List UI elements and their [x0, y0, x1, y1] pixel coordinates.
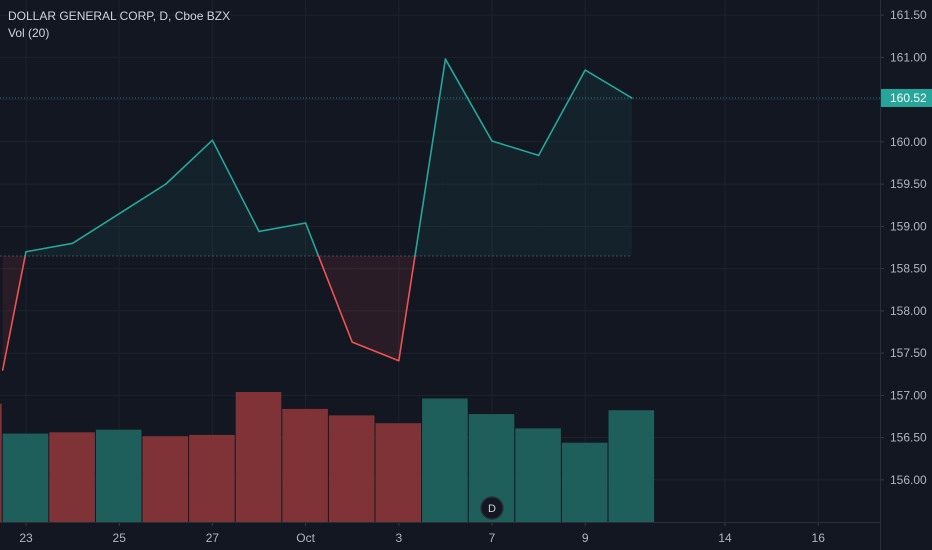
event-marker-circle — [480, 496, 504, 520]
price-tick-label: 161.00 — [890, 50, 927, 64]
volume-bar — [0, 403, 2, 522]
area-fill-up — [26, 243, 73, 256]
area-fill-up — [538, 70, 586, 256]
volume-bar — [328, 415, 375, 522]
last-price-label: 160.52 — [890, 91, 927, 105]
time-tick-label: 3 — [395, 531, 402, 545]
last-price-badge — [881, 88, 932, 107]
volume-bar — [608, 410, 655, 522]
volume-bar — [422, 398, 468, 522]
price-tick-label: 156.00 — [890, 473, 927, 487]
grid-lines — [0, 0, 880, 522]
price-tick-label: 160.00 — [890, 135, 927, 149]
baseline-area — [0, 59, 632, 371]
volume-bar — [95, 429, 142, 522]
price-segment-up — [71, 212, 120, 245]
price-segment-up — [491, 140, 540, 157]
price-segment-up — [414, 58, 447, 257]
price-tick-label: 159.00 — [890, 219, 927, 233]
price-segment-up — [304, 222, 320, 257]
volume-bars — [0, 392, 655, 522]
time-tick-label: 16 — [812, 531, 826, 545]
volume-indicator-label[interactable]: Vol (20) — [8, 26, 50, 40]
time-tick-label: 25 — [113, 531, 127, 545]
price-segment-down — [351, 341, 400, 362]
price-line — [1, 58, 633, 371]
price-tick-label: 161.50 — [890, 8, 927, 22]
area-fill-up — [72, 213, 120, 256]
price-segment-down — [317, 255, 354, 343]
area-fill-up — [259, 223, 306, 256]
volume-bar — [142, 436, 189, 522]
price-tick-label: 157.50 — [890, 346, 927, 360]
price-segment-down — [1, 255, 26, 371]
area-fill-down — [2, 255, 26, 371]
price-tick-label: 156.50 — [890, 431, 927, 445]
price-segment-down — [397, 255, 416, 362]
price-tick-label: 158.50 — [890, 262, 927, 276]
price-segment-up — [584, 69, 633, 99]
volume-bar — [515, 428, 561, 522]
price-tick-label: 158.00 — [890, 304, 927, 318]
volume-bar — [282, 408, 328, 522]
price-segment-up — [211, 139, 260, 233]
volume-bar — [235, 392, 282, 522]
time-tick-label: 7 — [489, 531, 496, 545]
time-tick-label: 27 — [206, 531, 220, 545]
volume-bar — [561, 442, 608, 522]
time-tick-label: 9 — [582, 531, 589, 545]
area-fill-up — [445, 59, 492, 256]
area-fill-down — [352, 255, 399, 361]
price-tick-label: 159.50 — [890, 177, 927, 191]
area-fill-up — [212, 140, 259, 256]
time-tick-label: Oct — [296, 531, 315, 545]
volume-bar — [189, 434, 235, 522]
symbol-title[interactable]: DOLLAR GENERAL CORP, D, Cboe BZX — [8, 9, 231, 23]
area-fill-up — [492, 141, 539, 256]
price-segment-up — [25, 242, 74, 253]
time-tick-label: 23 — [19, 531, 33, 545]
price-segment-up — [537, 69, 587, 157]
event-marker-dividend[interactable]: D — [480, 496, 504, 520]
chart-legend: DOLLAR GENERAL CORP, D, Cboe BZX Vol (20… — [8, 8, 230, 42]
price-segment-up — [258, 222, 307, 233]
price-segment-up — [118, 183, 167, 215]
volume-bar — [49, 432, 95, 522]
area-fill-up — [165, 140, 213, 256]
time-axis[interactable]: 23 25 27 Oct 3 7 9 14 16 — [0, 522, 880, 545]
volume-bar — [375, 423, 422, 522]
chart-overlays: 160.52 D — [0, 88, 932, 520]
price-segment-up — [165, 139, 214, 185]
time-tick-label: 14 — [718, 531, 732, 545]
area-fill-up — [585, 70, 632, 256]
price-tick-label: 157.00 — [890, 388, 927, 402]
price-segment-up — [444, 58, 493, 142]
volume-bar — [2, 433, 49, 522]
event-marker-label: D — [488, 503, 496, 515]
area-fill-up — [119, 184, 166, 256]
